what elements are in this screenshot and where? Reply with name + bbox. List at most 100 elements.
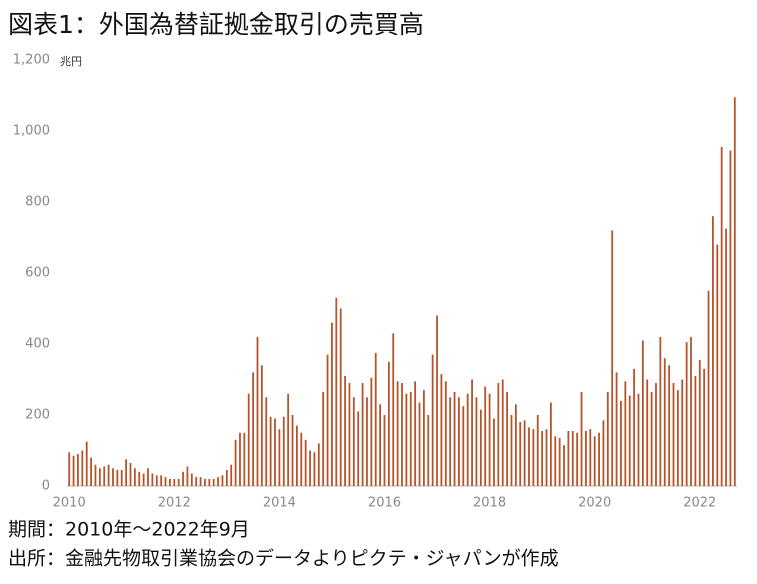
bar [523,420,526,486]
bar [628,395,631,486]
bar [177,478,180,486]
bar [593,436,596,486]
bar [199,477,202,486]
bar [571,430,574,486]
bar [506,391,508,486]
bar [444,381,447,486]
bar [418,402,421,486]
bar [580,391,583,486]
bar [655,383,657,486]
y-tick-label: 200 [25,408,50,423]
bar [252,372,255,486]
bar [698,359,701,486]
bar [545,429,548,486]
bar [370,377,373,486]
bar [120,470,123,486]
bar [300,432,303,486]
bar [383,415,386,486]
bar [313,452,316,486]
bar [611,230,614,486]
bar [401,383,403,486]
bar [387,361,390,486]
bar [339,308,342,486]
bar [247,393,250,486]
bar [707,290,710,486]
bar [549,402,552,486]
bar [348,383,351,486]
bar [112,468,114,486]
x-tick-label: 2014 [263,496,296,511]
bar [462,406,465,486]
bar [514,404,517,486]
bar [212,478,215,486]
x-tick-label: 2012 [158,496,191,511]
bar [173,478,176,486]
bar [431,354,434,486]
bar [116,470,119,486]
bar [510,415,513,486]
bar [256,336,259,486]
bar [414,381,417,486]
bar [471,379,473,486]
bar [129,462,132,486]
y-tick-label: 600 [25,266,50,281]
bar [576,432,579,486]
bar [357,411,360,486]
bar [641,340,644,486]
bar [458,397,460,486]
bar [479,409,482,486]
bar [309,450,311,486]
bar [589,429,592,486]
bar [615,372,618,486]
bar [296,425,298,486]
bar [685,342,688,486]
bar [567,430,570,486]
bar [265,397,268,486]
bar [160,475,163,486]
bar [125,459,128,486]
x-tick-label: 2022 [683,496,716,511]
bar [672,383,675,486]
bar [291,415,294,486]
bar [396,381,399,486]
bar [243,432,246,486]
bar [681,379,684,486]
bar [493,418,495,486]
x-tick-label: 2020 [578,496,611,511]
bar [361,383,364,486]
bar [716,244,719,486]
bar [234,439,237,486]
bar [326,354,329,486]
bar [208,478,211,486]
bar [646,379,649,486]
bar [409,391,412,486]
bar [151,473,154,486]
bar [204,478,206,486]
bar [405,393,408,486]
bar [239,432,241,486]
bar [422,390,425,486]
bar [659,336,662,486]
bar [668,365,671,486]
bar [729,150,732,486]
bar [278,429,281,486]
bar [598,432,600,486]
bar [532,429,535,486]
bar [164,477,167,486]
bar [142,473,145,486]
bar [379,404,382,486]
bar [725,228,727,486]
bar [440,374,443,486]
bar [633,368,635,486]
bar [269,416,272,486]
y-unit: 兆円 [60,55,82,68]
bar [85,441,88,486]
bar [81,450,84,486]
y-tick-label: 800 [25,195,50,210]
bar [195,477,198,486]
chart-title: 図表1：外国為替証拠金取引の売買高 [8,10,424,39]
bar [282,416,285,486]
bar [352,397,355,486]
